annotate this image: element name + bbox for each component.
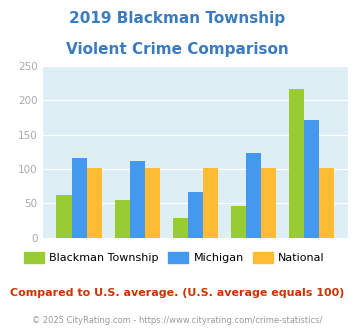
Bar bbox=[87, 168, 102, 238]
Legend: Blackman Township, Michigan, National: Blackman Township, Michigan, National bbox=[20, 248, 329, 267]
Text: Violent Crime Comparison: Violent Crime Comparison bbox=[66, 42, 289, 57]
Text: 2019 Blackman Township: 2019 Blackman Township bbox=[70, 11, 285, 26]
Bar bbox=[130, 161, 145, 238]
Bar bbox=[173, 218, 188, 238]
Bar bbox=[246, 153, 261, 238]
Bar bbox=[188, 192, 203, 238]
Bar bbox=[304, 120, 319, 238]
Bar bbox=[145, 168, 160, 238]
Bar bbox=[203, 168, 218, 238]
Bar bbox=[115, 200, 130, 238]
Bar bbox=[231, 206, 246, 238]
Bar bbox=[261, 168, 276, 238]
Bar bbox=[56, 195, 72, 238]
Bar bbox=[319, 168, 334, 238]
Bar bbox=[289, 89, 304, 238]
Text: © 2025 CityRating.com - https://www.cityrating.com/crime-statistics/: © 2025 CityRating.com - https://www.city… bbox=[32, 316, 323, 325]
Bar bbox=[72, 158, 87, 238]
Text: Compared to U.S. average. (U.S. average equals 100): Compared to U.S. average. (U.S. average … bbox=[10, 288, 345, 298]
